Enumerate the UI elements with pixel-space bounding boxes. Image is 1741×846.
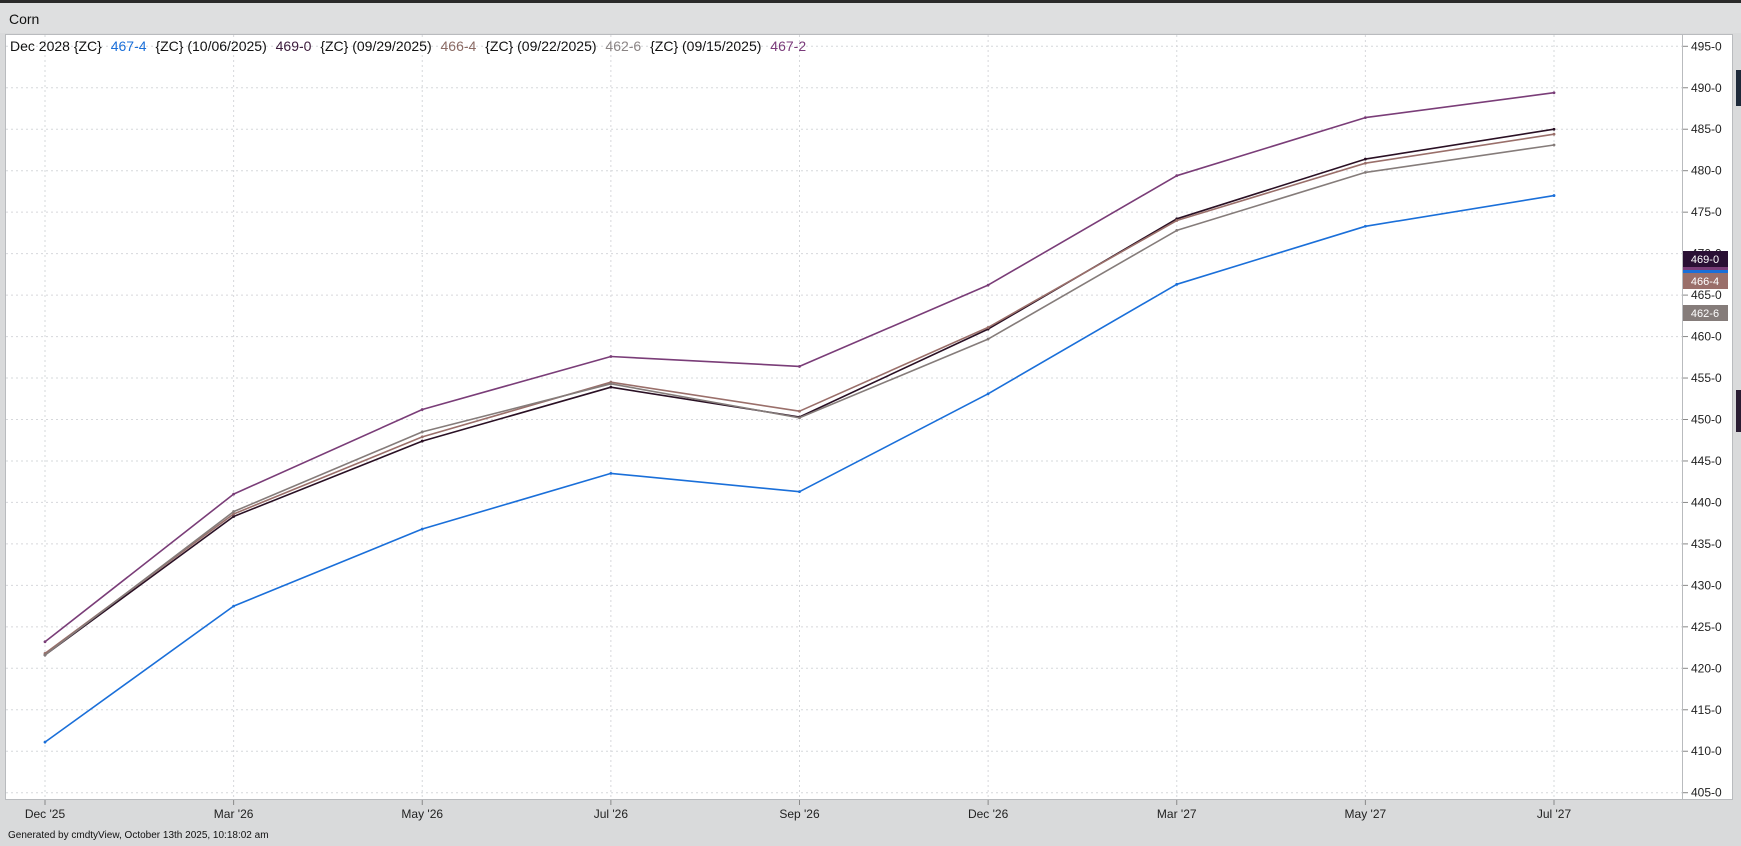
y-tick-label: 455-0 — [1691, 371, 1722, 385]
data-point — [43, 640, 47, 644]
data-point — [1552, 143, 1556, 147]
legend-value: 467-2 — [770, 38, 807, 54]
data-point — [1552, 91, 1556, 95]
plot-area[interactable] — [5, 34, 1683, 800]
y-tick-label: 425-0 — [1691, 620, 1722, 634]
data-point — [420, 430, 424, 434]
data-point — [1363, 116, 1367, 120]
y-tick-label: 430-0 — [1691, 578, 1722, 592]
y-tick-label: 465-0 — [1691, 288, 1722, 302]
legend-value: 469-0 — [275, 38, 312, 54]
legend-label: {ZC} (09/15/2025) — [650, 38, 762, 54]
x-tick-label: Dec '25 — [25, 807, 66, 821]
value-tag-label: 469-0 — [1691, 254, 1719, 266]
data-point — [232, 604, 236, 608]
data-point — [609, 355, 613, 358]
data-point — [1363, 161, 1367, 165]
x-tick-label: Sep '26 — [779, 807, 820, 821]
x-tick-label: Jul '27 — [1537, 807, 1572, 821]
data-point — [1552, 127, 1556, 131]
y-tick-label: 445-0 — [1691, 454, 1722, 468]
legend-value: 467-4 — [110, 38, 147, 54]
edge-dark-strip — [1736, 390, 1741, 432]
value-tag — [1683, 305, 1728, 321]
y-tick-label: 420-0 — [1691, 661, 1722, 675]
y-tick-label: 480-0 — [1691, 164, 1722, 178]
data-point — [1363, 157, 1367, 161]
data-point — [420, 435, 424, 439]
y-tick-label: 405-0 — [1691, 786, 1722, 800]
data-point — [420, 408, 424, 411]
legend-label: {ZC} (09/29/2025) — [320, 38, 432, 54]
data-point — [986, 337, 990, 341]
data-point — [232, 492, 236, 496]
data-point — [1552, 132, 1556, 136]
y-tick-label: 460-0 — [1691, 330, 1722, 344]
x-tick-label: May '26 — [401, 807, 443, 821]
value-tag-label: 466-4 — [1691, 276, 1719, 288]
x-tick-label: Jul '26 — [594, 807, 629, 821]
edge-dark-strip — [1736, 70, 1741, 106]
legend-label: {ZC} (09/22/2025) — [485, 38, 597, 54]
value-tag — [1683, 267, 1728, 275]
x-tick-label: May '27 — [1345, 807, 1387, 821]
x-tick-label: Mar '26 — [214, 807, 254, 821]
y-tick-label: 415-0 — [1691, 703, 1722, 717]
data-point — [1363, 170, 1367, 174]
data-point — [420, 439, 424, 443]
value-tag-label: 462-6 — [1691, 308, 1719, 320]
window-title: Corn — [9, 11, 40, 27]
data-point — [798, 490, 801, 494]
window-edge — [1733, 34, 1741, 846]
data-point — [232, 510, 236, 513]
data-point — [1175, 219, 1179, 222]
y-tick-label: 450-0 — [1691, 413, 1722, 427]
y-tick-label: 475-0 — [1691, 205, 1722, 219]
data-point — [1552, 194, 1556, 197]
data-point — [609, 382, 613, 386]
data-point — [43, 740, 47, 744]
y-tick-label: 440-0 — [1691, 495, 1722, 509]
legend-label: Dec 2028 {ZC} — [10, 38, 102, 54]
value-tag — [1683, 273, 1728, 289]
data-point — [798, 416, 801, 420]
data-point — [420, 527, 424, 531]
footer-text: Generated by cmdtyView, October 13th 202… — [8, 830, 269, 841]
x-tick-label: Mar '27 — [1157, 807, 1197, 821]
legend-value: 466-4 — [440, 38, 477, 54]
y-tick-label: 485-0 — [1691, 122, 1722, 136]
y-tick-label: 490-0 — [1691, 81, 1722, 95]
y-tick-label: 495-0 — [1691, 39, 1722, 53]
data-point — [986, 392, 990, 396]
x-tick-label: Dec '26 — [968, 807, 1009, 821]
data-point — [986, 283, 990, 287]
data-point — [986, 326, 990, 329]
data-point — [798, 409, 801, 413]
data-point — [1175, 282, 1179, 286]
y-tick-label: 435-0 — [1691, 537, 1722, 551]
y-axis-panel[interactable] — [1683, 34, 1733, 800]
data-point — [232, 515, 236, 518]
y-tick-label: 410-0 — [1691, 744, 1722, 758]
data-point — [43, 653, 47, 657]
data-point — [1175, 174, 1179, 178]
legend: Dec 2028 {ZC} 467-4 {ZC} (10/06/2025) 46… — [10, 38, 811, 56]
footer: Generated by cmdtyView, October 13th 202… — [0, 822, 1733, 846]
title-bar: Corn — [0, 0, 1741, 33]
data-point — [609, 385, 613, 389]
legend-label: {ZC} (10/06/2025) — [155, 38, 267, 54]
legend-value: 462-6 — [605, 38, 642, 54]
value-tag — [1683, 251, 1728, 267]
data-point — [798, 365, 801, 368]
data-point — [1175, 229, 1179, 232]
data-point — [609, 472, 613, 475]
data-point — [232, 512, 236, 516]
data-point — [1363, 224, 1367, 228]
